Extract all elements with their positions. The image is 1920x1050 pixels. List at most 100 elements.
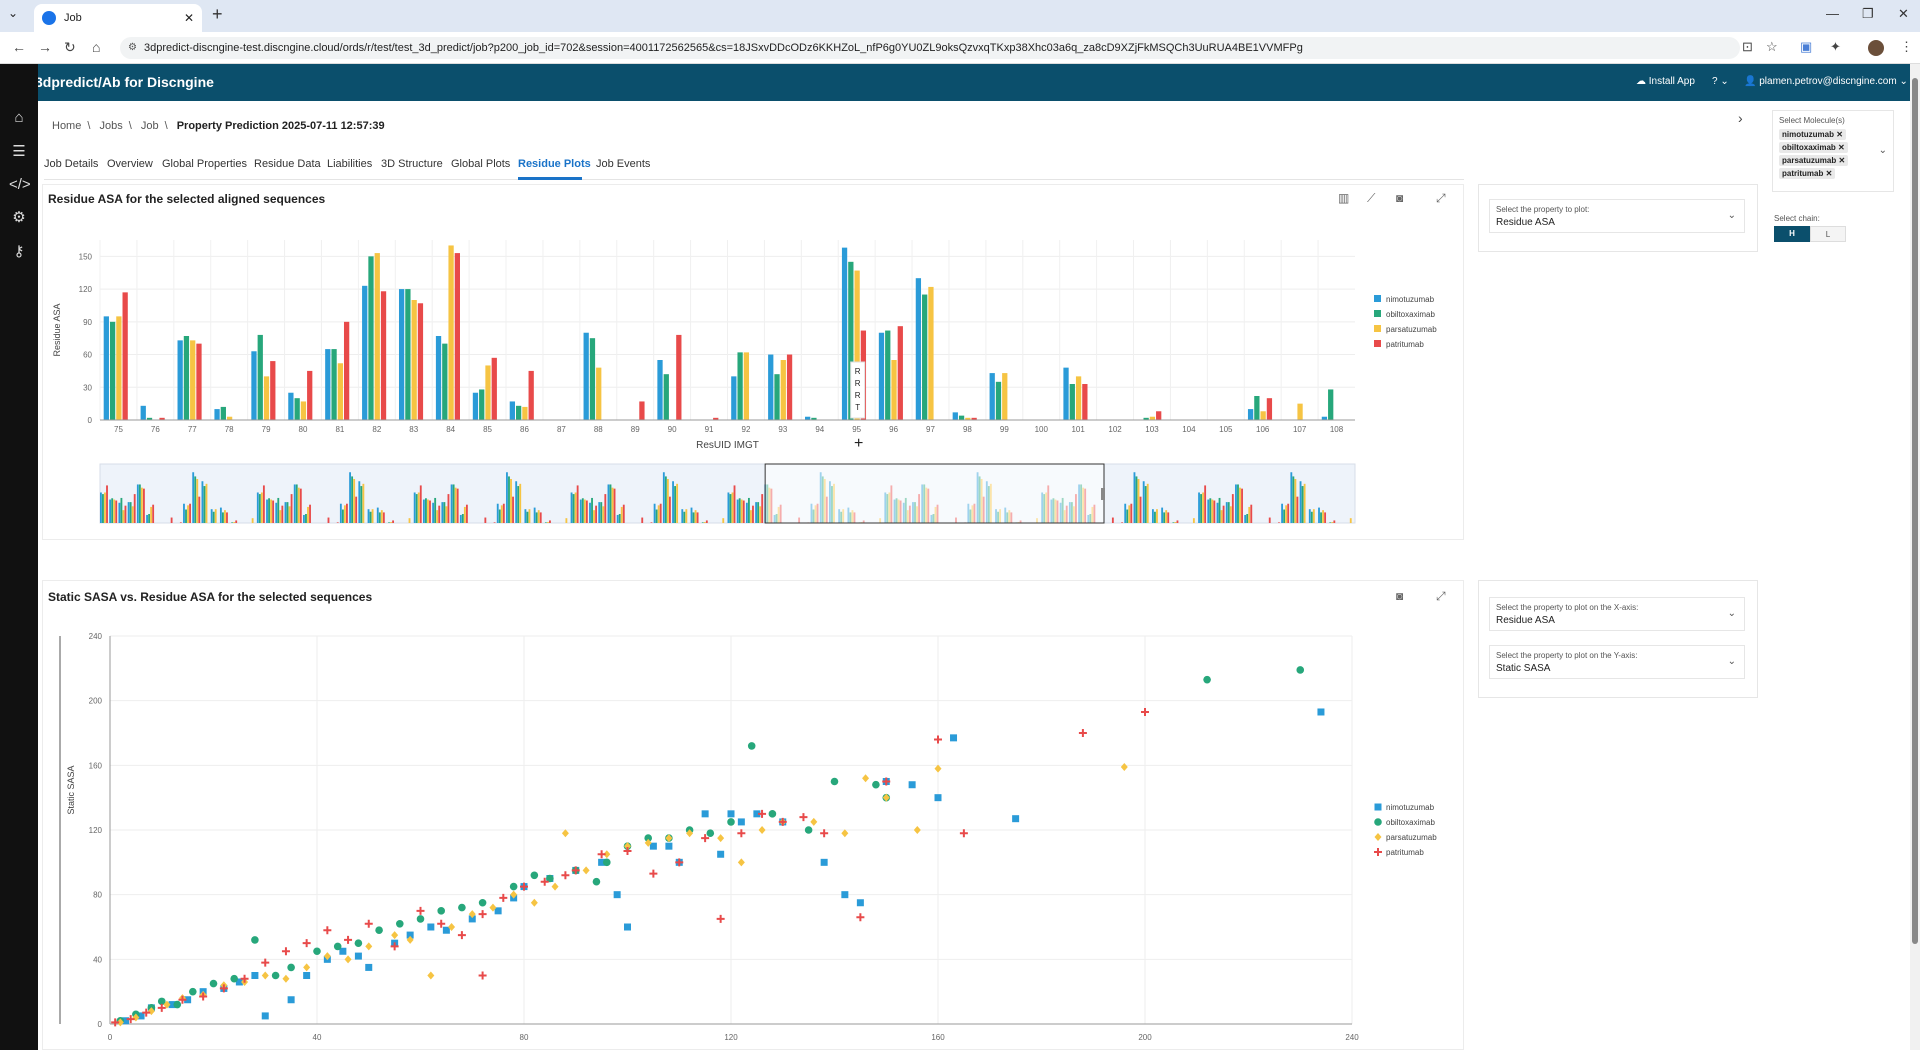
overview-bar: [539, 512, 542, 523]
overview-bar: [593, 510, 595, 523]
bar-obiltoxaximab: [774, 374, 780, 420]
x-tick-label: 0: [108, 1033, 113, 1042]
x-tick-label: 104: [1182, 425, 1196, 434]
x-axis-select[interactable]: Select the property to plot on the X-axi…: [1489, 597, 1745, 631]
maximize-icon[interactable]: ❐: [1862, 6, 1874, 21]
home-nav-icon[interactable]: ⌂: [14, 109, 24, 126]
site-info-icon[interactable]: ⚙: [128, 42, 137, 53]
bar-parsatuzumab: [928, 286, 934, 420]
y-tick-label: 120: [89, 826, 103, 835]
tab-job-events[interactable]: Job Events: [596, 158, 651, 170]
tab-global-properties[interactable]: Global Properties: [162, 158, 247, 170]
profile-avatar[interactable]: [1868, 40, 1884, 56]
tab-job-details[interactable]: Job Details: [44, 158, 99, 170]
molecule-chip[interactable]: obiltoxaximab ✕: [1779, 142, 1848, 153]
collapse-panel-icon[interactable]: ›: [1738, 110, 1743, 126]
code-icon[interactable]: </>: [9, 176, 31, 193]
bar-parsatuzumab: [854, 270, 860, 420]
overview-bar: [275, 502, 278, 523]
browser-tab[interactable]: Job ✕: [34, 4, 202, 32]
tab-liabilities[interactable]: Liabilities: [327, 158, 373, 170]
overview-bar: [436, 510, 439, 523]
bar-patritumab: [1156, 411, 1162, 420]
overview-bar: [1244, 514, 1247, 523]
overview-bar: [353, 478, 356, 523]
molecule-chip[interactable]: parsatuzumab ✕: [1779, 155, 1849, 166]
breadcrumb-home[interactable]: Home: [52, 120, 82, 132]
bar-obiltoxaximab: [737, 352, 743, 420]
jobs-list-icon[interactable]: ☰: [12, 143, 26, 160]
translate-icon[interactable]: ▣: [1800, 39, 1813, 54]
close-tab-icon[interactable]: ✕: [183, 11, 194, 25]
new-tab-button[interactable]: +: [212, 4, 223, 24]
help-menu-button[interactable]: ? ⌄: [1712, 76, 1729, 87]
tab-residue-data[interactable]: Residue Data: [254, 158, 321, 170]
overview-bar: [422, 499, 425, 523]
app-title[interactable]: 3dpredict/Ab for Discngine: [35, 74, 214, 90]
browser-menu-icon[interactable]: ⋮: [1900, 39, 1913, 54]
page-scrollbar-thumb[interactable]: [1912, 78, 1918, 944]
breadcrumb-jobs[interactable]: Jobs: [99, 120, 123, 132]
bar-obiltoxaximab: [922, 294, 928, 420]
bar-parsatuzumab: [1260, 411, 1266, 420]
tab-residue-plots[interactable]: Residue Plots: [518, 158, 591, 170]
tab-overview[interactable]: Overview: [107, 158, 153, 170]
y-axis-select[interactable]: Select the property to plot on the Y-axi…: [1489, 645, 1745, 679]
bar-patritumab: [676, 334, 682, 420]
tab-3d-structure[interactable]: 3D Structure: [381, 158, 443, 170]
admin-key-icon[interactable]: ⚷: [13, 243, 25, 260]
scatter-axis-panel: Select the property to plot on the X-axi…: [1478, 580, 1758, 698]
property-select[interactable]: Select the property to plot: Residue ASA…: [1489, 199, 1745, 233]
forward-icon[interactable]: →: [38, 39, 52, 55]
chain-l-button[interactable]: L: [1810, 226, 1846, 242]
close-window-icon[interactable]: ✕: [1898, 6, 1909, 21]
bar-obiltoxaximab: [1254, 396, 1260, 420]
bar-chart-mode-icon[interactable]: ▥: [1338, 191, 1350, 205]
url-field[interactable]: ⚙ 3dpredict-discngine-test.discngine.clo…: [120, 37, 1740, 59]
molecule-chip[interactable]: patritumab ✕: [1779, 168, 1836, 179]
overview-bar: [1135, 476, 1138, 523]
minimize-icon[interactable]: —: [1826, 6, 1839, 21]
back-icon[interactable]: ←: [12, 39, 26, 55]
bar-nimotuzumab: [841, 247, 848, 420]
bar-nimotuzumab: [952, 412, 958, 420]
molecule-chip[interactable]: nimotuzumab ✕: [1779, 129, 1846, 140]
overview-bar: [463, 506, 466, 523]
overview-bar: [1154, 511, 1156, 523]
settings-gear-icon[interactable]: ⚙: [12, 209, 26, 226]
install-icon[interactable]: ⊡: [1742, 39, 1753, 54]
bookmark-star-icon[interactable]: ☆: [1766, 39, 1778, 54]
point-patritumab: [675, 858, 684, 867]
point-patritumab: [199, 992, 208, 1001]
overview-bar: [1310, 511, 1313, 523]
tab-search-icon[interactable]: ⌄: [8, 6, 19, 20]
install-app-button[interactable]: ☁ Install App: [1636, 76, 1695, 87]
screenshot-camera-icon[interactable]: ◙: [1396, 589, 1404, 603]
chevron-down-icon: ⌄: [1727, 656, 1736, 667]
overview-bar: [179, 522, 182, 523]
user-menu-button[interactable]: 👤 plamen.petrov@discngine.com ⌄: [1744, 76, 1908, 87]
active-tab-indicator: [518, 177, 582, 180]
expand-icon[interactable]: ⤢: [1436, 589, 1446, 603]
tab-global-plots[interactable]: Global Plots: [451, 158, 511, 170]
extensions-icon[interactable]: ✦: [1830, 39, 1841, 54]
point-parsatuzumab: [624, 842, 631, 851]
breadcrumb-job[interactable]: Job: [140, 120, 159, 132]
chain-h-button[interactable]: H: [1774, 226, 1810, 242]
point-nimotuzumab: [613, 891, 621, 899]
molecule-select[interactable]: Select Molecule(s) nimotuzumab ✕ obiltox…: [1772, 110, 1894, 192]
overview-bar: [459, 514, 462, 523]
point-obiltoxaximab: [1296, 666, 1305, 674]
line-chart-mode-icon[interactable]: ⟋: [1367, 191, 1376, 205]
home-icon[interactable]: ⌂: [92, 39, 101, 55]
overview-bar: [1296, 496, 1299, 523]
reload-icon[interactable]: ↻: [64, 39, 76, 55]
overview-bar: [1142, 481, 1145, 523]
point-patritumab: [540, 877, 549, 886]
point-patritumab: [959, 829, 968, 838]
zoom-window: [764, 463, 1105, 524]
expand-icon[interactable]: ⤢: [1436, 191, 1446, 205]
point-obiltoxaximab: [287, 963, 295, 972]
screenshot-camera-icon[interactable]: ◙: [1396, 191, 1404, 205]
overview-bar: [102, 494, 104, 523]
